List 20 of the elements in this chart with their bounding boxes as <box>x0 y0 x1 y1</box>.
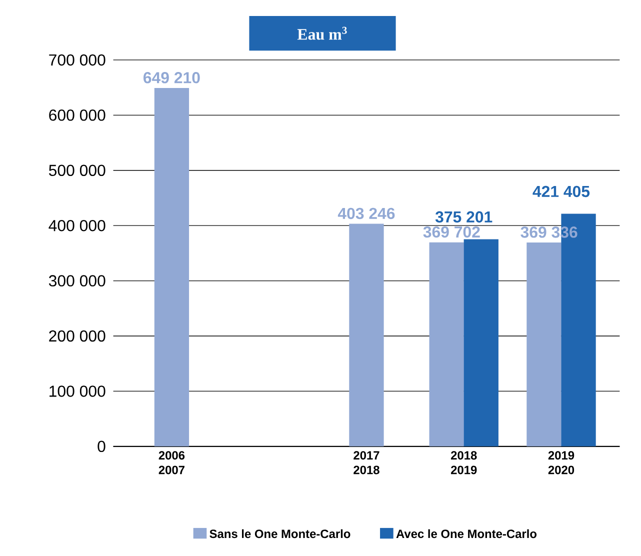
y-tick-label: 700 000 <box>49 54 106 66</box>
y-tick-label: 100 000 <box>50 386 106 397</box>
data-label: 421 405 <box>532 186 590 198</box>
data-label: 649 210 <box>143 72 200 84</box>
legend-label: Avec le One Monte-Carlo <box>396 529 536 538</box>
legend-label: Sans le One Monte-Carlo <box>210 529 350 538</box>
x-tick-label: 2006 2007 <box>158 451 185 474</box>
x-tick-label: 2019 2020 <box>548 451 574 474</box>
y-tick-label: 400 000 <box>48 220 106 232</box>
data-label: 403 246 <box>338 208 395 220</box>
y-tick-label: 0 <box>98 440 106 452</box>
y-tick-label: 300 000 <box>48 275 106 287</box>
chart-title: Eau m$^{3}$ <box>297 26 347 40</box>
x-tick-label: 2017 2018 <box>354 451 380 474</box>
x-tick-label: 2018 2019 <box>450 451 477 474</box>
y-tick-label: 600 000 <box>49 110 106 121</box>
data-label: 369 702 <box>423 226 480 238</box>
y-tick-label: 200 000 <box>49 330 106 342</box>
y-tick-label: 500 000 <box>48 164 106 176</box>
data-label: 375 201 <box>435 211 492 223</box>
